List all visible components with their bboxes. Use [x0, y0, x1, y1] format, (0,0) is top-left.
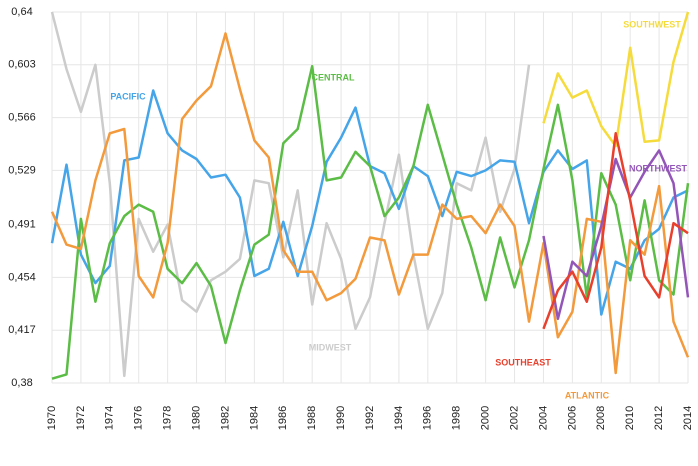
x-tick-label: 2006 [566, 406, 578, 430]
x-tick-label: 1976 [133, 406, 145, 430]
x-tick-label: 1980 [190, 406, 202, 430]
x-tick-label: 1998 [451, 406, 463, 430]
x-tick-label: 1994 [393, 406, 405, 430]
series-line [50, 11, 531, 378]
x-tick-label: 1986 [277, 406, 289, 430]
x-tick-label: 2002 [508, 406, 520, 430]
series-line [542, 149, 690, 321]
series-label: ATLANTIC [565, 390, 610, 400]
x-tick-label: 2014 [682, 406, 694, 430]
x-tick-label: 1982 [219, 406, 231, 430]
x-tick-label: 1984 [248, 406, 260, 430]
y-tick-label: 0,603 [8, 59, 36, 71]
x-tick-label: 1988 [306, 406, 318, 430]
x-tick-label: 1990 [335, 406, 347, 430]
x-tick-label: 1970 [46, 406, 58, 430]
series-label: MIDWEST [309, 342, 352, 352]
series-line [51, 64, 690, 380]
y-tick-label: 0,454 [8, 271, 36, 283]
y-tick-label: 0,64 [11, 6, 32, 18]
series-line [542, 11, 690, 148]
series-line [50, 32, 690, 375]
x-tick-label: 2008 [595, 406, 607, 430]
x-tick-label: 1992 [364, 406, 376, 430]
series-label: NORTHWEST [629, 163, 687, 173]
series-label: CENTRAL [312, 72, 355, 82]
series-label: PACIFIC [110, 91, 146, 101]
series-label: SOUTHWEST [623, 19, 681, 29]
x-tick-label: 1996 [422, 406, 434, 430]
x-tick-label: 1972 [75, 406, 87, 430]
y-tick-label: 0,38 [11, 377, 32, 389]
series-line [542, 132, 689, 330]
y-tick-label: 0,491 [8, 219, 36, 231]
x-tick-label: 1974 [104, 406, 116, 430]
y-tick-label: 0,529 [8, 164, 36, 176]
x-tick-label: 2004 [537, 406, 549, 430]
series-label: SOUTHEAST [495, 357, 551, 367]
x-tick-label: 2012 [653, 406, 665, 430]
x-tick-label: 2000 [480, 406, 492, 430]
x-tick-label: 1978 [162, 406, 174, 430]
y-tick-label: 0,566 [8, 111, 36, 123]
x-tick-label: 2010 [624, 406, 636, 430]
y-tick-label: 0,417 [8, 324, 36, 336]
